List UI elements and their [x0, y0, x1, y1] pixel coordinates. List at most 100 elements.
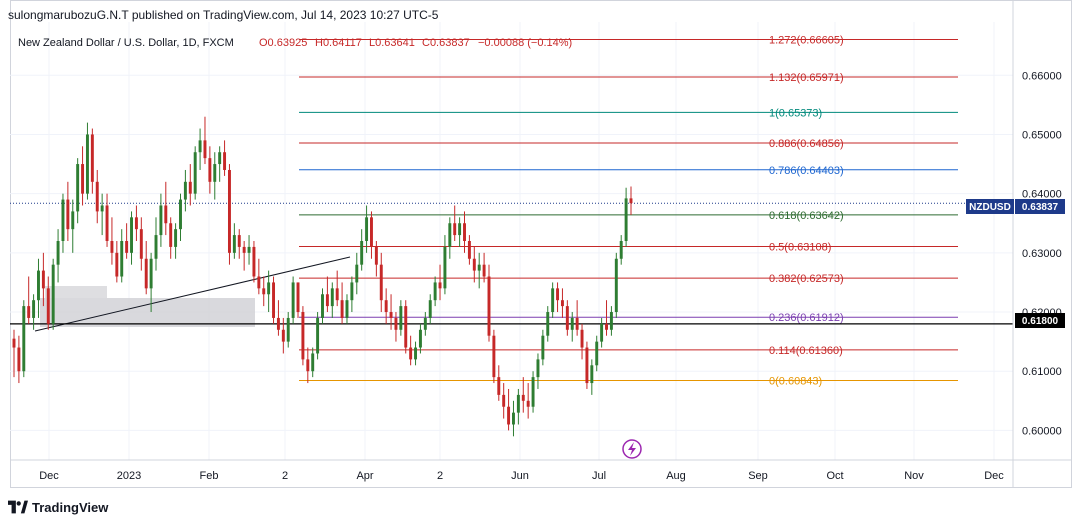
- level-tag-bg: [1015, 313, 1065, 328]
- candle-body: [252, 246, 256, 277]
- candle-body: [345, 300, 349, 318]
- candle-body: [51, 264, 55, 324]
- candle-body: [203, 140, 207, 159]
- x-tick-label: Oct: [826, 470, 843, 482]
- candle-body: [27, 306, 31, 318]
- candle-body: [17, 347, 21, 372]
- price-chart[interactable]: 1.272(0.66605) 1.132(0.65971) 1(0.65373) 0.…: [0, 0, 1080, 490]
- candle-body: [423, 317, 427, 330]
- candle-body: [516, 394, 520, 413]
- candle-body: [614, 258, 618, 313]
- candle-body: [590, 365, 594, 384]
- candle-body: [120, 241, 124, 277]
- y-tick-label: 0.61000: [1022, 366, 1062, 378]
- candle-body: [286, 317, 290, 342]
- candle-body: [482, 264, 486, 277]
- lightning-icon[interactable]: [622, 439, 642, 459]
- candle-body: [565, 306, 569, 330]
- candle-body: [330, 288, 334, 307]
- candle-body: [619, 241, 623, 259]
- candle-body: [521, 394, 525, 401]
- y-tick-label: 0.63000: [1022, 248, 1062, 260]
- candle-body: [32, 300, 36, 318]
- x-axis: Dec 2023 Feb 2 Apr 2 Jun Jul Aug Sep Oct Nov Dec: [39, 470, 1004, 482]
- candle-body: [414, 347, 418, 360]
- x-tick-label: Nov: [904, 470, 924, 482]
- candle-body: [600, 323, 604, 342]
- footer-brand[interactable]: TradingView: [8, 497, 108, 517]
- candle-body: [76, 164, 80, 212]
- candle-body: [242, 246, 246, 253]
- candle-body: [198, 140, 202, 153]
- candle-body: [404, 306, 408, 348]
- legend-high: H0.64117: [315, 37, 362, 49]
- candle-body: [502, 394, 506, 407]
- candle-body: [560, 300, 564, 307]
- fib-label: 0.786(0.64403): [769, 165, 844, 177]
- y-axis: 0.600000.610000.620000.630000.640000.650…: [10, 0, 1072, 488]
- candle-body: [585, 347, 589, 384]
- candle-body: [399, 306, 403, 330]
- legend-close: C0.63837: [422, 37, 470, 49]
- x-tick-label: Jul: [592, 470, 606, 482]
- candle-body: [551, 288, 555, 313]
- symbol-price-tag: NZDUSD 0.63837: [966, 199, 1065, 214]
- candle-body: [335, 288, 339, 301]
- fib-label: 0.886(0.64856): [769, 138, 844, 150]
- candle-body: [624, 198, 628, 241]
- publish-line: sulongmarubozuG.N.T published on Trading…: [8, 8, 439, 22]
- fib-label: 0.618(0.63642): [769, 210, 844, 222]
- y-tick-label: 0.65000: [1022, 129, 1062, 141]
- candle-body: [301, 312, 305, 360]
- candle-body: [384, 300, 388, 313]
- fib-label: 0.114(0.61360): [769, 345, 843, 357]
- candle-body: [71, 211, 75, 230]
- candle-body: [463, 223, 466, 241]
- candle-body: [433, 282, 437, 301]
- candle-body: [306, 359, 310, 372]
- candle-body: [531, 377, 535, 407]
- candle-body: [154, 235, 158, 259]
- candle-body: [570, 317, 574, 330]
- candle-body: [134, 217, 138, 230]
- candle-body: [37, 270, 40, 301]
- candle-body: [90, 134, 94, 182]
- candle-body: [213, 164, 217, 182]
- candle-body: [595, 341, 599, 366]
- tradingview-logo-icon: [8, 500, 28, 514]
- candle-body: [512, 412, 515, 425]
- candle-body: [262, 288, 266, 295]
- candle-body: [281, 329, 285, 342]
- legend-open: O0.63925: [259, 37, 307, 49]
- legend-low: L0.63641: [369, 37, 415, 49]
- candle-body: [144, 258, 148, 289]
- x-tick-label: Dec: [984, 470, 1004, 482]
- candle-body: [139, 229, 143, 259]
- candle-body: [453, 223, 457, 236]
- demand-zone-lower: [40, 298, 255, 327]
- candle-body: [389, 312, 393, 318]
- candle-body: [227, 169, 231, 253]
- candle-body: [247, 246, 251, 253]
- demand-zone-upper: [45, 286, 107, 298]
- candle-body: [218, 152, 222, 165]
- fib-label: 0(0.60843): [769, 376, 822, 388]
- fib-label: 0.5(0.63108): [769, 241, 831, 253]
- x-tick-label: 2: [437, 470, 443, 482]
- candle-body: [85, 134, 89, 194]
- candle-body: [237, 235, 241, 247]
- fib-label: 1.272(0.66605): [769, 34, 844, 46]
- candle-body: [149, 258, 153, 289]
- candle-body: [267, 282, 271, 295]
- candle-body: [316, 317, 320, 354]
- candle-body: [174, 229, 178, 247]
- candle-body: [232, 235, 236, 253]
- candle-body: [355, 264, 359, 283]
- footer-brand-label: TradingView: [32, 499, 109, 515]
- candle-body: [223, 152, 227, 170]
- candle-body: [321, 294, 324, 318]
- candle-body: [61, 199, 65, 241]
- candle-body: [609, 312, 613, 330]
- candle-body: [458, 223, 462, 236]
- candle-body: [340, 300, 344, 318]
